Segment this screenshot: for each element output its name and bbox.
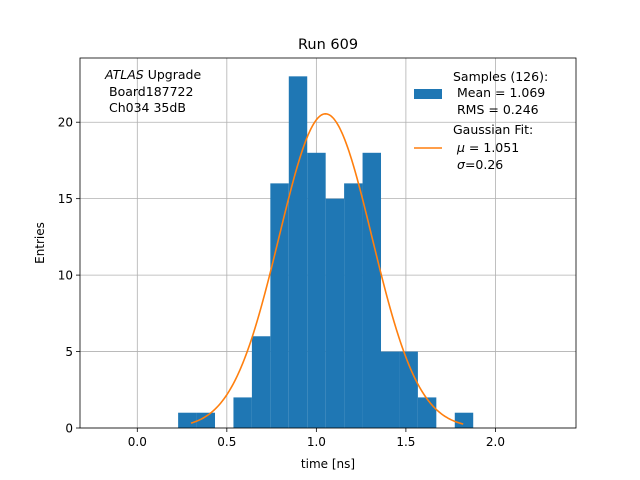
x-tick-label-1: 0.5 [217, 435, 236, 449]
histogram-bars [178, 76, 474, 428]
annotation-board: Board187722 [109, 84, 193, 99]
legend-sigma-symbol: σ [457, 157, 466, 172]
histogram-bar-15 [454, 412, 474, 428]
legend-samples-swatch [414, 89, 442, 99]
x-tick-label-2: 1.0 [307, 435, 326, 449]
histogram-bar-1 [196, 412, 216, 428]
legend-mu-value: = 1.051 [465, 140, 519, 155]
histogram-bar-10 [362, 152, 382, 428]
histogram-bar-5 [270, 183, 289, 428]
histogram-bar-8 [325, 198, 345, 428]
annotation-atlas: ATLAS [104, 67, 144, 82]
histogram-bar-6 [288, 76, 308, 428]
y-tick-label-3: 15 [58, 192, 73, 206]
atlas-annotation: ATLAS Upgrade Board187722 Ch034 35dB [104, 67, 201, 115]
x-tick-label-0: 0.0 [128, 435, 147, 449]
plot-frame [79, 57, 577, 429]
x-axis-ticks: 0.0 0.5 1.0 1.5 2.0 [128, 428, 505, 449]
legend-fit-mu: μ = 1.051 [456, 140, 519, 155]
histogram-bar-0 [178, 412, 197, 428]
histogram-bar-3 [233, 397, 252, 428]
annotation-line-1: ATLAS Upgrade [104, 67, 201, 82]
histogram-bar-13 [417, 397, 437, 428]
histogram-bar-11 [381, 351, 400, 428]
y-tick-label-0: 0 [65, 422, 73, 436]
legend-sigma-value: =0.26 [465, 157, 503, 172]
histogram-bar-7 [307, 152, 326, 428]
x-tick-label-4: 2.0 [486, 435, 505, 449]
chart-title: Run 609 [298, 37, 358, 53]
legend-samples-rms: RMS = 0.246 [457, 102, 539, 117]
histogram-bar-9 [344, 183, 363, 428]
legend: Samples (126): Mean = 1.069 RMS = 0.246 … [414, 69, 548, 172]
y-tick-label-1: 5 [65, 345, 73, 359]
histogram-bar-4 [251, 336, 271, 428]
y-tick-label-2: 10 [58, 269, 73, 283]
legend-samples-mean: Mean = 1.069 [457, 85, 545, 100]
legend-fit-title: Gaussian Fit: [453, 122, 533, 137]
histogram-bar-12 [399, 351, 418, 428]
legend-samples-title: Samples (126): [453, 69, 548, 84]
annotation-upgrade: Upgrade [144, 67, 202, 82]
x-tick-label-3: 1.5 [396, 435, 415, 449]
x-axis-label: time [ns] [301, 457, 355, 471]
y-tick-label-4: 20 [58, 116, 73, 130]
gaussian-fit-curve [190, 113, 464, 425]
annotation-channel: Ch034 35dB [109, 100, 186, 115]
y-axis-label: Entries [33, 222, 47, 264]
legend-fit-sigma: σ=0.26 [457, 157, 503, 172]
legend-mu-symbol: μ [456, 140, 465, 155]
y-axis-ticks: 0 5 10 15 20 [58, 116, 80, 436]
